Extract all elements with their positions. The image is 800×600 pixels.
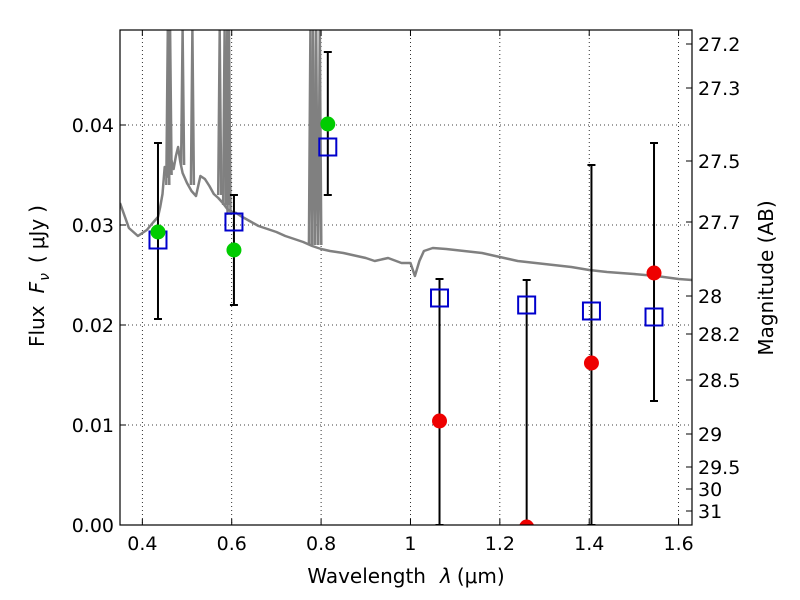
- plot-frame: [119, 29, 693, 526]
- observed-flux-point: [519, 519, 534, 525]
- model-flux-square: [318, 137, 338, 157]
- observed-flux-point: [583, 355, 599, 371]
- y2-axis-title: Magnitude (AB): [754, 200, 778, 355]
- x-tick-label: 0.8: [306, 533, 336, 555]
- data-layer: [120, 30, 692, 525]
- emission-line-spike: [313, 30, 319, 246]
- y2-tick-label: 29.5: [698, 457, 740, 479]
- ticks: 0.4 0.6 0.8 1 1.2 1.4 1.6 0.00 0.01 0.02 0.03 0.04 2…: [72, 30, 740, 555]
- y2-tick-label: 27.3: [698, 78, 740, 100]
- y-tick-label: 0.00: [72, 515, 114, 537]
- y2-tick-label: 27.2: [698, 34, 740, 56]
- emission-line-spike: [189, 30, 196, 186]
- x-tick-label: 0.4: [127, 533, 157, 555]
- y-axis-title: FluxFν(μJy): [25, 205, 53, 347]
- emission-line-spike: [317, 30, 323, 246]
- y2-tick-label: 31: [698, 501, 722, 523]
- y2-tick-label: 28: [698, 286, 722, 308]
- emission-line-spike: [179, 30, 186, 166]
- x-tick-label: 0.6: [217, 533, 247, 555]
- observed-flux-point: [432, 413, 448, 429]
- observed-flux-point: [226, 242, 242, 258]
- y-tick-label: 0.01: [72, 415, 114, 437]
- x-tick-label: 1.6: [663, 533, 693, 555]
- model-spectrum-line: [120, 145, 692, 282]
- x-tick-label: 1.2: [485, 533, 515, 555]
- x-tick-label: 1.4: [574, 533, 604, 555]
- emission-line-spike: [167, 30, 173, 176]
- emission-line-spike: [216, 30, 223, 196]
- y2-tick-label: 29: [698, 424, 722, 446]
- y2-tick-label: 28.2: [698, 324, 740, 346]
- model-flux-square: [430, 288, 450, 308]
- emission-line-spike: [226, 30, 232, 216]
- model-flux-square: [644, 307, 664, 327]
- y-tick-label: 0.02: [72, 315, 114, 337]
- grid: [120, 30, 692, 526]
- y-tick-label: 0.04: [72, 115, 114, 137]
- observed-flux-point: [320, 116, 336, 132]
- y2-tick-label: 30: [698, 479, 722, 501]
- model-flux-square: [224, 212, 244, 232]
- model-flux-square: [581, 301, 601, 321]
- observed-flux-point: [646, 265, 662, 281]
- y2-tick-label: 28.5: [698, 370, 740, 392]
- y2-tick-label: 27.5: [698, 151, 740, 173]
- x-tick-label: 1: [404, 533, 416, 555]
- y2-tick-label: 27.7: [698, 212, 740, 234]
- model-flux-square: [517, 295, 537, 315]
- x-axis-title: Wavelength λ (μm): [307, 564, 504, 588]
- y-tick-label: 0.03: [72, 215, 114, 237]
- observed-flux-point: [150, 224, 166, 240]
